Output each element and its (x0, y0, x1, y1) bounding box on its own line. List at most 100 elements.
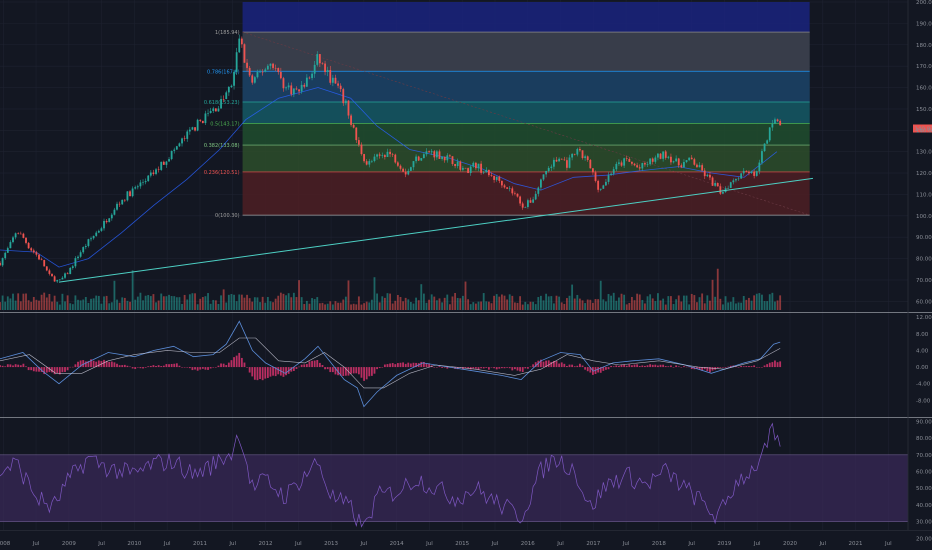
macd-histogram-bar (381, 367, 384, 368)
macd-histogram-bar (776, 362, 779, 368)
macd-panel (0, 320, 782, 408)
candle-body (428, 151, 430, 153)
volume-bar (435, 300, 438, 310)
macd-histogram-bar (259, 367, 261, 379)
candle-body (79, 252, 82, 257)
macd-histogram-bar (729, 365, 732, 368)
candle-body (82, 247, 85, 253)
macd-histogram-bar (719, 367, 722, 368)
candle-body (625, 158, 628, 160)
candle-body (719, 186, 722, 194)
candle-body (222, 99, 225, 100)
candle-body (651, 158, 654, 162)
time-tick-label: Jul (163, 541, 171, 547)
macd-histogram-bar (745, 366, 748, 368)
candle-body (672, 161, 675, 163)
volume-bar (389, 293, 391, 310)
macd-histogram-bar (610, 365, 613, 368)
macd-histogram-bar (48, 367, 51, 372)
volume-bar (605, 301, 607, 310)
candle-body (550, 166, 553, 168)
volume-bars (0, 268, 782, 310)
macd-histogram-bar (45, 367, 48, 373)
macd-histogram-bar (511, 367, 514, 371)
time-tick-label: Jul (884, 541, 892, 547)
macd-histogram-bar (136, 367, 139, 368)
volume-bar (66, 295, 69, 310)
volume-bar (370, 299, 373, 310)
volume-bar (277, 295, 280, 310)
volume-bar (579, 298, 581, 310)
volume-bar (368, 302, 371, 310)
volume-bar (631, 296, 633, 310)
volume-bar (4, 301, 7, 310)
macd-histogram-bar (256, 367, 259, 381)
candle-body (558, 158, 561, 162)
candle-body (292, 88, 295, 95)
macd-histogram-bar (709, 367, 711, 373)
volume-bar (670, 296, 672, 310)
candle-body (703, 170, 706, 177)
volume-bar (586, 299, 589, 310)
volume-bar (576, 294, 579, 310)
candle-body (641, 163, 644, 169)
volume-bar (209, 303, 212, 310)
candle-body (386, 151, 389, 158)
macd-histogram-bar (480, 367, 483, 369)
volume-bar (25, 293, 27, 310)
volume-bar (30, 301, 33, 310)
candle-body (469, 166, 472, 174)
candle-body (602, 185, 605, 189)
candle-body (105, 220, 108, 223)
candle-body (53, 276, 56, 282)
fib-zone (242, 2, 810, 32)
macd-histogram-bar (66, 367, 69, 371)
macd-histogram-bar (246, 367, 248, 368)
candle-body (586, 156, 589, 160)
price-tick-label: 200.00 (916, 0, 932, 6)
macd-histogram-bar (399, 362, 402, 368)
macd-histogram-bar (199, 367, 202, 370)
volume-bar (204, 296, 207, 310)
volume-bar (386, 293, 389, 310)
candle-body (43, 260, 46, 267)
candle-body (599, 188, 602, 190)
volume-bar (92, 298, 95, 310)
volume-bar (1, 295, 4, 310)
macd-histogram-bar (355, 367, 358, 374)
candle-body (750, 171, 753, 174)
fib-zone (242, 101, 810, 124)
candle-body (334, 77, 337, 84)
volume-bar (22, 293, 25, 310)
volume-bar (599, 280, 602, 310)
macd-tick-label: -8.00 (916, 398, 931, 404)
price-tick-label: 180.00 (916, 43, 932, 49)
volume-bar (355, 304, 358, 310)
volume-bar (181, 303, 183, 310)
time-tick-label: 2016 (521, 541, 535, 547)
macd-histogram-bar (235, 355, 238, 368)
candle-body (537, 187, 540, 194)
volume-bar (53, 295, 56, 310)
macd-histogram-bar (118, 365, 121, 368)
volume-bar (553, 303, 555, 310)
macd-histogram-bar (90, 359, 92, 368)
volume-bar (495, 294, 498, 310)
macd-histogram-bar (396, 363, 399, 368)
candle-body (763, 143, 766, 152)
macd-histogram-bar (360, 367, 363, 378)
volume-bar (269, 301, 272, 310)
macd-histogram-bar (147, 366, 150, 368)
candle-body (753, 171, 756, 176)
volume-bar (188, 294, 191, 310)
volume-bar (264, 302, 267, 310)
time-tick-label: 2014 (390, 541, 404, 547)
candle-body (542, 174, 545, 180)
candle-body (38, 254, 40, 260)
candle-body (404, 171, 407, 175)
candle-body (662, 151, 665, 159)
volume-bar (194, 293, 196, 310)
macd-histogram-bar (441, 367, 444, 368)
candle-body (667, 156, 670, 158)
macd-histogram-bar (651, 364, 654, 368)
